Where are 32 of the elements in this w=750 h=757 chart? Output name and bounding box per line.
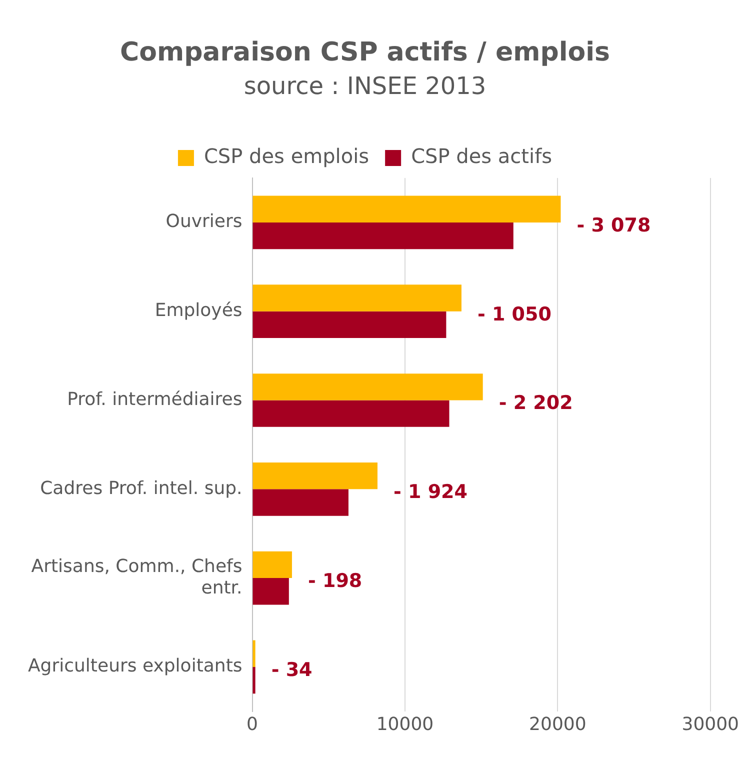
legend-label: CSP des emplois — [204, 144, 370, 168]
annotation: - 2 202 — [498, 392, 573, 414]
x-tick-label: 10000 — [376, 714, 434, 735]
bar — [252, 284, 462, 312]
bar — [252, 489, 348, 516]
y-tick-label: Ouvriers — [166, 211, 242, 232]
annotation: - 3 078 — [576, 214, 651, 236]
y-tick-label: Agriculteurs exploitants — [28, 656, 242, 677]
y-tick-label: Prof. intermédiaires — [67, 388, 242, 410]
annotation: - 1 924 — [393, 481, 468, 504]
x-tick-label: 20000 — [529, 714, 586, 735]
annotation: - 198 — [308, 570, 362, 592]
bar — [252, 666, 256, 694]
legend-label: CSP des actifs — [411, 144, 552, 168]
x-tick-label: 30000 — [682, 714, 739, 735]
bar — [252, 400, 450, 427]
y-tick-label: Cadres Prof. intel. sup. — [40, 478, 242, 499]
bar — [252, 311, 446, 338]
bar — [252, 374, 483, 400]
y-tick-label: Employés — [154, 300, 242, 322]
annotation: - 1 050 — [477, 303, 552, 326]
bar — [252, 640, 256, 667]
bar — [252, 196, 561, 222]
chart-subtitle: source : INSEE 2013 — [244, 72, 486, 100]
bar — [252, 222, 514, 250]
bar — [252, 462, 378, 490]
annotation: - 34 — [271, 658, 312, 681]
y-tick-label: Artisans, Comm., Chefs entr. — [31, 556, 242, 599]
chart-title: Comparaison CSP actifs / emplois — [120, 37, 610, 68]
bar — [252, 551, 292, 578]
x-tick-label: 0 — [246, 714, 258, 735]
bar — [252, 578, 289, 605]
